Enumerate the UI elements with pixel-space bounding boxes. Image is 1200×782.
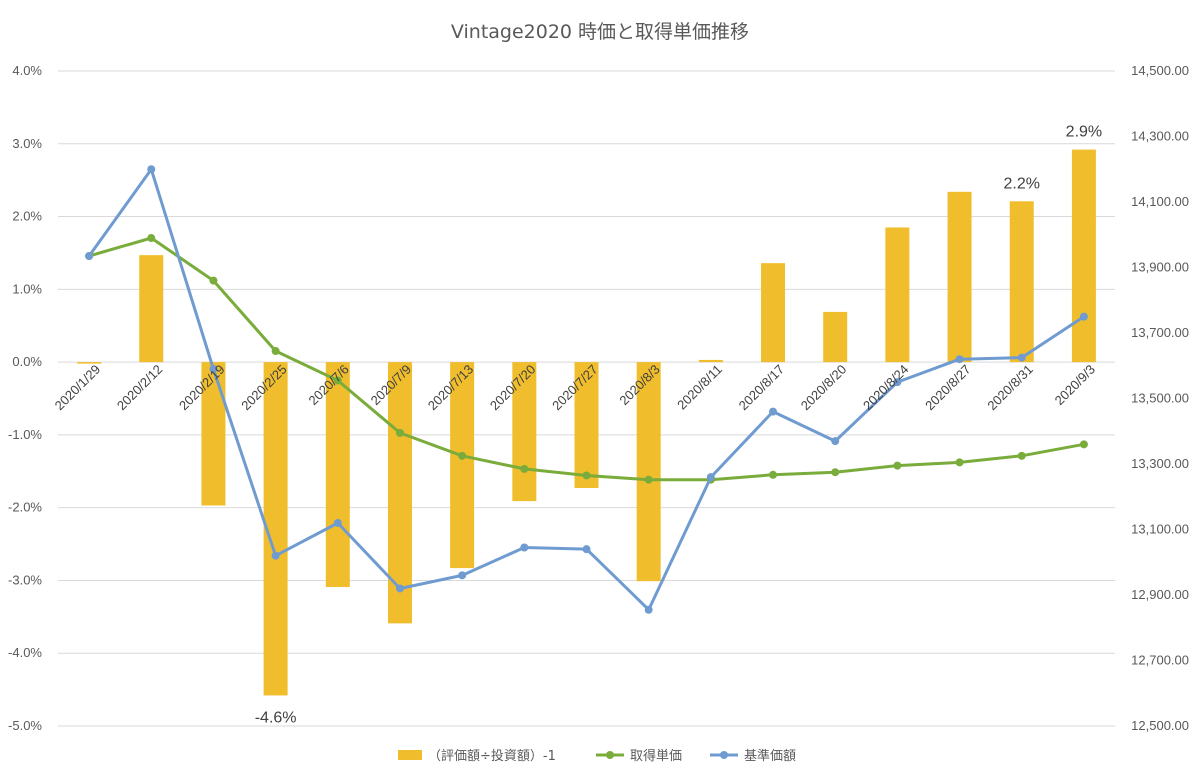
chart-title: Vintage2020 時価と取得単価推移 <box>451 21 749 43</box>
bar <box>947 191 972 363</box>
series-point <box>333 518 342 527</box>
series-point <box>831 437 840 446</box>
bar <box>1071 149 1096 363</box>
bar <box>512 362 537 502</box>
left-axis-tick-label: 0.0% <box>12 354 42 369</box>
series-point <box>769 470 778 479</box>
left-axis-tick-label: 1.0% <box>12 281 42 296</box>
series-point <box>209 365 218 374</box>
series-point <box>955 355 964 364</box>
bar <box>698 359 723 363</box>
left-axis-ticks: -5.0% -4.0% -3.0% -2.0% -1.0% 0.0% 1.0% 2.0% 3.0… <box>8 63 42 733</box>
series-point <box>147 165 156 174</box>
left-axis-tick-label: -2.0% <box>8 500 42 515</box>
left-axis-tick-label: -4.0% <box>8 645 42 660</box>
series-point <box>1017 451 1026 460</box>
legend-label: 基準価額 <box>744 748 796 764</box>
data-labels: -4.6% 2.2% 2.9% <box>255 124 1102 727</box>
bar <box>450 362 475 569</box>
x-axis-tick-label: 2020/8/11 <box>674 362 725 413</box>
line-series <box>85 165 1088 614</box>
series-point <box>769 407 778 416</box>
series-point <box>458 451 467 460</box>
series-point <box>395 584 404 593</box>
bar <box>761 263 786 363</box>
bar <box>1009 201 1034 363</box>
legend-marker <box>606 751 614 759</box>
legend-label: （評価額÷投資額）-1 <box>428 748 556 764</box>
x-axis-tick-label: 2020/2/12 <box>114 362 166 414</box>
legend: （評価額÷投資額）-1 取得単価 基準価額 <box>398 748 796 764</box>
x-axis-tick-label: 2020/8/17 <box>736 362 788 414</box>
series-point <box>458 571 467 580</box>
data-label: 2.9% <box>1066 124 1102 141</box>
bar <box>636 362 661 582</box>
left-axis-tick-label: -5.0% <box>8 718 42 733</box>
series-point <box>395 428 404 437</box>
x-axis-tick-label: 2020/9/3 <box>1052 362 1098 408</box>
right-axis-tick-label: 13,700.00 <box>1131 325 1189 340</box>
right-axis-tick-label: 12,700.00 <box>1131 653 1189 668</box>
x-axis-tick-label: 2020/8/31 <box>984 362 1036 414</box>
bar <box>574 362 599 489</box>
legend-swatch <box>398 750 422 760</box>
series-point <box>582 545 591 554</box>
left-axis-tick-label: -1.0% <box>8 427 42 442</box>
series-point <box>1079 312 1088 321</box>
right-axis-ticks: 12,500.00 12,700.00 12,900.00 13,100.00 13,3… <box>1131 63 1189 733</box>
series-point <box>893 461 902 470</box>
right-axis-tick-label: 14,100.00 <box>1131 194 1189 209</box>
legend-marker <box>720 751 728 759</box>
series-point <box>831 468 840 477</box>
right-axis-tick-label: 12,500.00 <box>1131 718 1189 733</box>
series-point <box>209 276 218 285</box>
data-label: 2.2% <box>1004 175 1040 192</box>
bar <box>823 311 848 363</box>
series-point <box>147 234 156 243</box>
right-axis-tick-label: 12,900.00 <box>1131 587 1189 602</box>
x-axis-tick-label: 2020/1/29 <box>52 362 104 414</box>
bar <box>77 362 102 364</box>
bar <box>139 255 164 363</box>
series-point <box>1017 353 1026 362</box>
series-point <box>644 605 653 614</box>
left-axis-tick-label: -3.0% <box>8 572 42 587</box>
series-point <box>520 464 529 473</box>
series-point <box>85 252 94 261</box>
right-axis-tick-label: 13,900.00 <box>1131 260 1189 275</box>
series-point <box>333 376 342 385</box>
series-point <box>1079 440 1088 449</box>
right-axis-tick-label: 14,300.00 <box>1131 129 1189 144</box>
series-point <box>955 458 964 467</box>
bar <box>325 362 350 587</box>
series-point <box>271 347 280 356</box>
series-point <box>644 475 653 484</box>
bar-series <box>77 149 1096 696</box>
left-axis-tick-label: 3.0% <box>12 136 42 151</box>
series-point <box>271 551 280 560</box>
right-axis-tick-label: 13,300.00 <box>1131 456 1189 471</box>
left-axis-tick-label: 4.0% <box>12 63 42 78</box>
x-axis-tick-label: 2020/8/20 <box>798 362 850 414</box>
right-axis-tick-label: 14,500.00 <box>1131 63 1189 78</box>
right-axis-tick-label: 13,100.00 <box>1131 522 1189 537</box>
legend-label: 取得単価 <box>630 748 682 764</box>
series-point <box>893 378 902 387</box>
series-point <box>582 471 591 480</box>
data-label: -4.6% <box>255 709 297 726</box>
series-point <box>520 543 529 552</box>
bar <box>387 362 412 624</box>
left-axis-tick-label: 2.0% <box>12 209 42 224</box>
right-axis-tick-label: 13,500.00 <box>1131 391 1189 406</box>
bar <box>885 227 910 363</box>
bar <box>201 362 226 506</box>
x-axis-tick-label: 2020/8/24 <box>860 362 912 414</box>
series-point <box>706 473 715 482</box>
